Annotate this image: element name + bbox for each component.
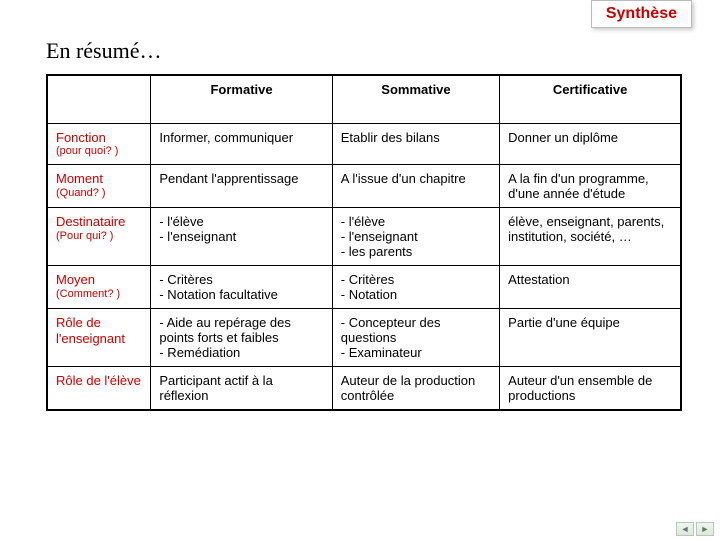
- synthese-tag: Synthèse: [591, 0, 692, 28]
- page-title: En résumé…: [46, 38, 161, 64]
- table-cell: - l'élève- l'enseignant: [151, 208, 332, 266]
- table-cell: Auteur de la production contrôlée: [332, 367, 499, 411]
- table-cell: - Critères- Notation facultative: [151, 266, 332, 309]
- header-formative: Formative: [151, 75, 332, 123]
- table-row: Destinataire(Pour qui? )- l'élève- l'ens…: [47, 208, 681, 266]
- summary-table: Formative Sommative Certificative Foncti…: [46, 74, 682, 411]
- table-cell: - Aide au repérage des points forts et f…: [151, 309, 332, 367]
- header-certificative: Certificative: [500, 75, 681, 123]
- row-label: Fonction(pour quoi? ): [47, 123, 151, 165]
- table-cell: Attestation: [500, 266, 681, 309]
- row-label: Moment(Quand? ): [47, 165, 151, 208]
- table-cell: - Concepteur des questions - Examinateur: [332, 309, 499, 367]
- table-cell: élève, enseignant, parents, institution,…: [500, 208, 681, 266]
- table-row: Rôle de l'enseignant- Aide au repérage d…: [47, 309, 681, 367]
- row-label: Rôle de l'enseignant: [47, 309, 151, 367]
- table-row: Moment(Quand? )Pendant l'apprentissageA …: [47, 165, 681, 208]
- table-cell: Partie d'une équipe: [500, 309, 681, 367]
- table-header-row: Formative Sommative Certificative: [47, 75, 681, 123]
- table-cell: - l'élève- l'enseignant- les parents: [332, 208, 499, 266]
- row-label: Destinataire(Pour qui? ): [47, 208, 151, 266]
- table-cell: Auteur d'un ensemble de productions: [500, 367, 681, 411]
- table-body: Fonction(pour quoi? )Informer, communiqu…: [47, 123, 681, 410]
- prev-button[interactable]: ◄: [676, 522, 694, 536]
- table-cell: A la fin d'un programme, d'une année d'é…: [500, 165, 681, 208]
- table-cell: A l'issue d'un chapitre: [332, 165, 499, 208]
- next-button[interactable]: ►: [696, 522, 714, 536]
- table-cell: Etablir des bilans: [332, 123, 499, 165]
- table-row: Fonction(pour quoi? )Informer, communiqu…: [47, 123, 681, 165]
- table-cell: Pendant l'apprentissage: [151, 165, 332, 208]
- table-cell: Informer, communiquer: [151, 123, 332, 165]
- header-empty: [47, 75, 151, 123]
- table-cell: Donner un diplôme: [500, 123, 681, 165]
- header-sommative: Sommative: [332, 75, 499, 123]
- table-cell: Participant actif à la réflexion: [151, 367, 332, 411]
- table-row: Rôle de l'élèveParticipant actif à la ré…: [47, 367, 681, 411]
- table-row: Moyen(Comment? )- Critères- Notation fac…: [47, 266, 681, 309]
- row-label: Moyen(Comment? ): [47, 266, 151, 309]
- table-cell: - Critères- Notation: [332, 266, 499, 309]
- row-label: Rôle de l'élève: [47, 367, 151, 411]
- slide-nav: ◄ ►: [676, 522, 714, 536]
